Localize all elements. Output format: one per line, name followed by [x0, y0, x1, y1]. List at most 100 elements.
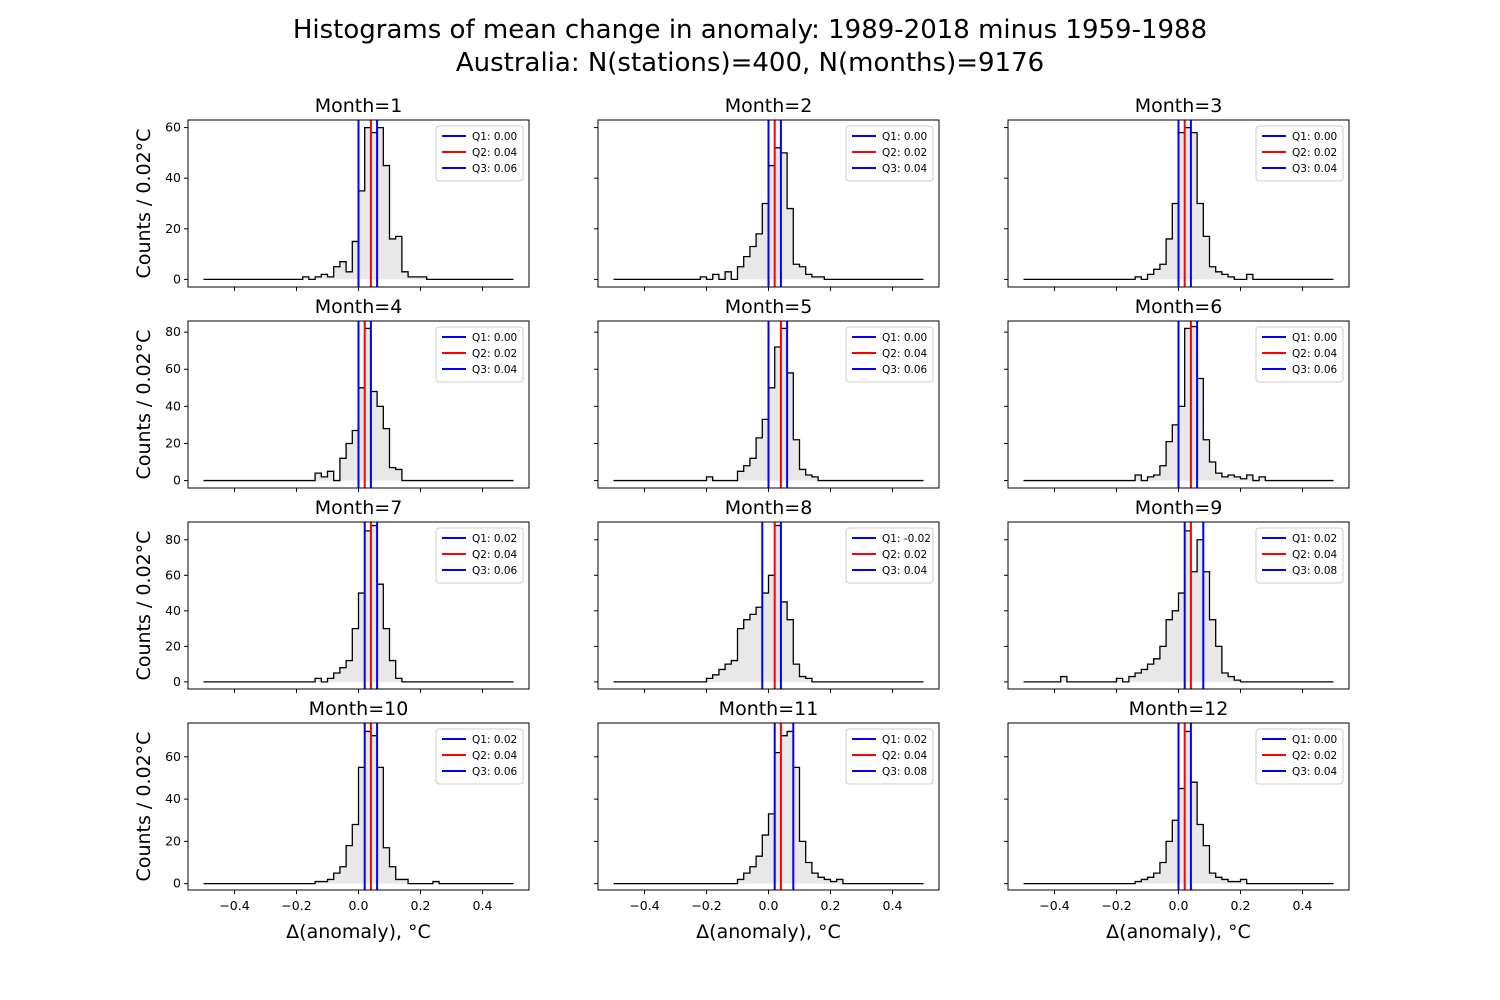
- legend-entry: Q2: 0.02: [472, 348, 517, 360]
- legend: Q1: 0.00 Q2: 0.02 Q3: 0.04: [1255, 728, 1344, 785]
- legend: Q1: -0.02 Q2: 0.02 Q3: 0.04: [845, 527, 934, 584]
- y-tick-label: 20: [165, 833, 181, 848]
- legend-entry: Q2: 0.04: [882, 348, 928, 360]
- x-tick-label: −0.2: [281, 898, 311, 913]
- legend-entry: Q2: 0.04: [1292, 549, 1338, 561]
- y-axis-label: Counts / 0.02°C: [133, 129, 155, 279]
- legend-entry: Q3: 0.06: [472, 163, 518, 175]
- legend-entry: Q3: 0.06: [882, 364, 928, 376]
- legend-entry: Q3: 0.06: [472, 766, 518, 778]
- x-tick-label: 0.4: [1293, 898, 1313, 913]
- y-tick-label: 40: [165, 791, 181, 806]
- y-tick-label: 40: [165, 170, 181, 185]
- legend-entry: Q1: 0.00: [882, 332, 927, 344]
- histogram-panel-12: Month=12 −0.4 −0.2 0.0 0.2 0.4 Δ(anomaly), °C Q…: [1004, 698, 1350, 943]
- x-tick-label: −0.4: [219, 898, 249, 913]
- y-tick-label: 80: [165, 324, 181, 339]
- legend-entry: Q2: 0.04: [472, 750, 518, 762]
- panel-title: Month=8: [725, 497, 813, 519]
- panel-title: Month=2: [725, 95, 813, 117]
- y-tick-label: 20: [165, 435, 181, 450]
- legend-entry: Q2: 0.04: [882, 750, 928, 762]
- y-tick-label: 40: [165, 603, 181, 618]
- x-tick-label: −0.4: [629, 898, 659, 913]
- legend-entry: Q3: 0.06: [472, 565, 518, 577]
- histogram-fill: [613, 731, 924, 884]
- legend: Q1: 0.00 Q2: 0.02 Q3: 0.04: [1255, 125, 1344, 182]
- x-tick-label: 0.2: [1231, 898, 1251, 913]
- histogram-step-line: [613, 147, 924, 281]
- y-axis-label: Counts / 0.02°C: [133, 330, 155, 480]
- legend: Q1: 0.00 Q2: 0.04 Q3: 0.06: [1255, 326, 1344, 383]
- y-tick-label: 60: [165, 749, 181, 764]
- legend-entry: Q1: 0.00: [472, 332, 517, 344]
- y-axis-label: Counts / 0.02°C: [133, 531, 155, 681]
- x-axis-label: Δ(anomaly), °C: [1106, 921, 1251, 943]
- legend-entry: Q1: 0.00: [1292, 131, 1337, 143]
- legend-entry: Q1: 0.02: [472, 734, 517, 746]
- y-tick-label: 0: [173, 674, 181, 689]
- x-tick-label: 0.0: [759, 898, 779, 913]
- y-tick-label: 0: [173, 876, 181, 891]
- legend-entry: Q2: 0.04: [472, 147, 518, 159]
- legend-entry: Q3: 0.06: [1292, 364, 1338, 376]
- x-tick-label: 0.2: [411, 898, 431, 913]
- legend: Q1: 0.00 Q2: 0.04 Q3: 0.06: [845, 326, 934, 383]
- panel-title: Month=6: [1135, 296, 1223, 318]
- panel-title: Month=11: [719, 698, 819, 720]
- x-tick-label: 0.4: [883, 898, 903, 913]
- legend-entry: Q2: 0.04: [472, 549, 518, 561]
- x-tick-label: 0.0: [349, 898, 369, 913]
- histogram-panel-6: Month=6 Q1: 0.00 Q2: 0.04 Q3: 0.06: [1004, 296, 1350, 492]
- histogram-panel-5: Month=5 Q1: 0.00 Q2: 0.04 Q3: 0.06: [594, 296, 940, 492]
- histogram-panel-8: Month=8 Q1: -0.02 Q2: 0.02 Q3: 0.04: [594, 497, 940, 693]
- y-tick-label: 60: [165, 567, 181, 582]
- legend-entry: Q3: 0.04: [1292, 766, 1338, 778]
- panel-title: Month=4: [315, 296, 403, 318]
- legend-entry: Q1: 0.02: [882, 734, 927, 746]
- legend-entry: Q3: 0.04: [1292, 163, 1338, 175]
- histogram-panel-2: Month=2 Q1: 0.00 Q2: 0.02 Q3: 0.04: [594, 95, 940, 291]
- y-axis-label: Counts / 0.02°C: [133, 732, 155, 882]
- x-tick-label: −0.2: [691, 898, 721, 913]
- histogram-step-line: [1023, 530, 1334, 683]
- y-tick-label: 40: [165, 398, 181, 413]
- panel-title: Month=3: [1135, 95, 1223, 117]
- legend-entry: Q3: 0.04: [882, 163, 928, 175]
- legend-entry: Q1: 0.00: [882, 131, 927, 143]
- legend-entry: Q3: 0.08: [882, 766, 927, 778]
- legend: Q1: 0.00 Q2: 0.02 Q3: 0.04: [845, 125, 934, 182]
- legend: Q1: 0.02 Q2: 0.04 Q3: 0.08: [1255, 527, 1344, 584]
- histogram-step-line: [203, 524, 514, 683]
- histogram-panel-1: Month=1 0 20 40 60 Counts / 0.02°C Q1: 0.00 Q2:…: [133, 95, 530, 291]
- y-tick-label: 0: [173, 473, 181, 488]
- legend-entry: Q3: 0.04: [882, 565, 928, 577]
- y-tick-label: 20: [165, 221, 181, 236]
- x-tick-label: −0.4: [1039, 898, 1069, 913]
- x-axis-label: Δ(anomaly), °C: [286, 921, 431, 943]
- x-tick-label: −0.2: [1101, 898, 1131, 913]
- figure-subtitle: Australia: N(stations)=400, N(months)=91…: [455, 48, 1045, 78]
- legend-entry: Q2: 0.04: [1292, 348, 1338, 360]
- legend-entry: Q2: 0.02: [1292, 147, 1337, 159]
- panel-title: Month=10: [309, 698, 409, 720]
- y-tick-label: 80: [165, 532, 181, 547]
- panel-title: Month=5: [725, 296, 813, 318]
- legend-entry: Q1: 0.00: [472, 131, 517, 143]
- y-tick-label: 0: [173, 271, 181, 286]
- panel-title: Month=7: [315, 497, 403, 519]
- y-tick-label: 20: [165, 638, 181, 653]
- legend-entry: Q1: 0.02: [1292, 533, 1337, 545]
- x-tick-label: 0.0: [1169, 898, 1189, 913]
- histogram-fill: [613, 525, 924, 682]
- legend-entry: Q1: -0.02: [882, 533, 931, 545]
- legend-entry: Q3: 0.08: [1292, 565, 1337, 577]
- legend-entry: Q2: 0.02: [1292, 750, 1337, 762]
- histogram-panel-10: Month=10 0 20 40 60 −0.4 −0.2 0.0 0.2 0.4 Counts /…: [133, 698, 530, 943]
- x-tick-label: 0.4: [473, 898, 493, 913]
- y-tick-label: 60: [165, 120, 181, 135]
- legend-entry: Q2: 0.02: [882, 147, 927, 159]
